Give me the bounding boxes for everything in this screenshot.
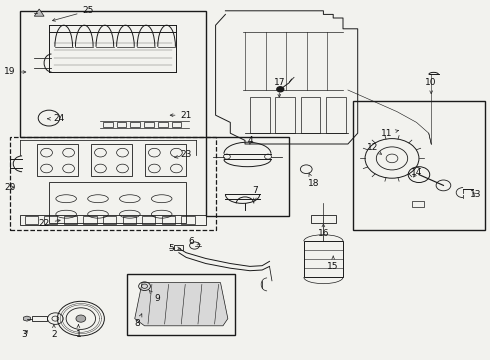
Bar [37, 144, 78, 176]
Text: 11: 11 [381, 129, 398, 138]
Bar [103, 216, 116, 224]
Text: 23: 23 [175, 150, 192, 159]
Text: 16: 16 [318, 224, 329, 239]
Bar [304, 241, 343, 277]
Text: 2: 2 [51, 325, 57, 339]
Bar [158, 122, 168, 127]
Text: 7: 7 [252, 186, 258, 201]
Bar [412, 201, 424, 207]
Bar [174, 245, 183, 250]
Text: 10: 10 [425, 78, 437, 94]
Text: 8: 8 [134, 314, 142, 328]
Bar [24, 216, 38, 224]
Text: 17: 17 [273, 78, 285, 97]
Bar [172, 122, 181, 127]
Circle shape [277, 87, 284, 92]
Text: 6: 6 [188, 237, 200, 246]
Bar [181, 216, 195, 224]
Bar [250, 97, 270, 133]
Text: 25: 25 [52, 6, 94, 21]
Bar [130, 122, 140, 127]
Bar [275, 97, 295, 133]
Bar [117, 122, 126, 127]
Bar [20, 11, 206, 137]
Text: 14: 14 [411, 168, 422, 177]
Bar [32, 316, 47, 321]
Bar [122, 216, 136, 224]
Bar [144, 122, 154, 127]
Bar [326, 97, 346, 133]
Text: 13: 13 [469, 190, 481, 199]
Text: 22: 22 [39, 219, 60, 228]
Bar [64, 216, 77, 224]
Text: 9: 9 [149, 291, 160, 303]
Text: 12: 12 [367, 143, 382, 154]
Text: 15: 15 [327, 256, 339, 271]
Bar [301, 97, 320, 133]
Bar [353, 101, 485, 230]
Bar [91, 144, 132, 176]
Text: 20: 20 [4, 183, 16, 192]
Polygon shape [34, 9, 44, 16]
Bar [49, 182, 186, 223]
Text: 1: 1 [75, 325, 81, 339]
Polygon shape [135, 283, 228, 326]
Bar [145, 144, 186, 176]
Text: 24: 24 [48, 114, 64, 123]
Text: 19: 19 [4, 68, 26, 77]
Text: 5: 5 [169, 244, 180, 253]
Text: 4: 4 [247, 136, 253, 145]
Bar [103, 122, 113, 127]
Text: 21: 21 [170, 111, 192, 120]
Bar [127, 274, 235, 335]
Polygon shape [24, 316, 30, 321]
Circle shape [76, 315, 86, 322]
Bar [206, 137, 289, 216]
Bar [10, 137, 216, 230]
Bar [162, 216, 175, 224]
Bar [142, 216, 155, 224]
Bar [83, 216, 97, 224]
Text: 3: 3 [22, 330, 27, 339]
Text: 18: 18 [308, 174, 319, 188]
Bar [20, 215, 206, 225]
Bar [44, 216, 57, 224]
Bar [311, 215, 336, 223]
